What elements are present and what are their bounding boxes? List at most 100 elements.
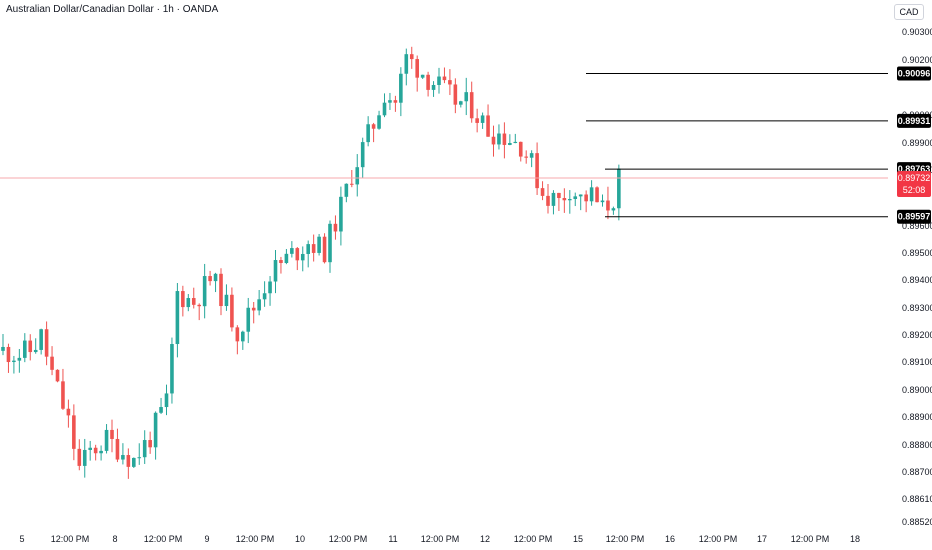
price-tick-label: 0.88700: [902, 467, 932, 477]
candle-body: [186, 298, 191, 308]
candle-body: [208, 276, 212, 282]
candle-body: [355, 167, 360, 185]
candle-body: [377, 115, 381, 129]
price-tick-label: 0.89100: [902, 357, 932, 367]
price-axis-background: [888, 0, 932, 550]
candle-body: [148, 440, 152, 448]
price-tick-label: 0.88610: [902, 494, 932, 504]
candle-body: [132, 457, 136, 467]
price-tick-label: 0.88900: [902, 412, 932, 422]
candle-body: [93, 447, 98, 454]
candle-body: [224, 294, 229, 307]
candle-body: [453, 84, 458, 105]
time-tick-label: 12: [480, 534, 490, 544]
candle-body: [393, 100, 398, 103]
candles-group: [1, 46, 621, 479]
horizontal-levels-group: [0, 72, 888, 218]
candle-body: [486, 115, 490, 137]
candle-body: [268, 281, 272, 294]
candle-body: [202, 276, 207, 307]
candle-body: [333, 223, 338, 232]
price-tick-label: 0.90300: [902, 27, 932, 37]
level-price-badge: [897, 66, 931, 81]
candle-body: [23, 340, 27, 358]
level-price-label: 0.89931: [898, 116, 931, 126]
candle-body: [606, 200, 610, 211]
level-price-label: 0.89763: [898, 164, 931, 174]
candle-body: [88, 447, 92, 450]
time-tick-label: 12:00 PM: [51, 534, 90, 544]
candle-body: [437, 76, 441, 85]
candle-body: [66, 408, 71, 416]
time-tick-label: 12:00 PM: [329, 534, 368, 544]
last-price-label: 0.89732: [898, 173, 931, 183]
candle-body: [371, 124, 376, 129]
candle-body: [426, 74, 430, 90]
candle-body: [181, 291, 185, 308]
currency-button[interactable]: CAD: [894, 4, 924, 20]
candle-body: [600, 200, 605, 203]
level-price-badge: [897, 113, 931, 128]
candle-body: [595, 187, 599, 203]
time-tick-label: 12:00 PM: [236, 534, 275, 544]
price-tick-label: 0.89400: [902, 275, 932, 285]
candle-body: [279, 260, 283, 264]
candle-body: [518, 141, 523, 157]
candle-body: [442, 76, 447, 81]
candle-body: [415, 59, 419, 78]
price-axis[interactable]: 0.903000.902000.900000.899000.898000.896…: [888, 0, 932, 550]
time-tick-label: 5: [19, 534, 24, 544]
candle-body: [219, 273, 223, 307]
candle-body: [50, 356, 54, 370]
candle-body: [322, 236, 327, 263]
candle-body: [546, 195, 550, 206]
candle-body: [197, 304, 201, 307]
candle-body: [617, 168, 621, 209]
candle-body: [235, 327, 240, 342]
time-tick-label: 10: [295, 534, 305, 544]
time-tick-label: 12:00 PM: [514, 534, 553, 544]
candle-body: [153, 412, 158, 448]
candle-body: [475, 118, 479, 123]
candle-body: [284, 253, 289, 264]
price-tick-label: 0.89200: [902, 330, 932, 340]
candle-body: [290, 248, 294, 254]
price-tick-label: 0.89000: [902, 385, 932, 395]
candle-body: [306, 244, 310, 254]
candle-body: [350, 183, 354, 185]
candle-body: [1, 346, 5, 351]
candle-body: [262, 293, 267, 300]
time-axis[interactable]: 5 12:00 PM 8 12:00 PM 9 12:00 PM 10 12:00 PM 11 1…: [19, 534, 860, 544]
candle-body: [573, 196, 578, 199]
price-tick-label: 0.88520: [902, 517, 932, 527]
candle-body: [170, 344, 174, 394]
candle-body: [529, 153, 534, 158]
last-price-badge: [897, 170, 931, 197]
candle-body: [311, 244, 316, 253]
time-tick-label: 11: [388, 534, 397, 544]
candle-body: [213, 273, 218, 282]
candle-body: [121, 455, 125, 460]
candle-body: [360, 142, 365, 168]
candle-body: [175, 291, 180, 345]
candle-body: [404, 54, 409, 74]
candle-body: [55, 369, 60, 382]
candle-body: [28, 340, 33, 353]
level-price-badge: [897, 209, 931, 224]
time-tick-label: 16: [665, 534, 675, 544]
candle-body: [39, 329, 43, 350]
candle-body: [502, 133, 507, 145]
candle-body: [535, 153, 539, 189]
candle-body: [295, 248, 300, 261]
candle-body: [524, 156, 528, 158]
candle-body: [464, 92, 469, 102]
level-price-label: 0.90096: [898, 68, 931, 78]
candle-body: [44, 329, 49, 357]
price-tick-label: 0.89600: [902, 221, 932, 231]
candle-body: [61, 381, 65, 409]
candle-body: [273, 260, 278, 282]
candle-body: [551, 192, 556, 206]
time-tick-label: 12:00 PM: [421, 534, 460, 544]
price-tick-label: 0.88800: [902, 440, 932, 450]
